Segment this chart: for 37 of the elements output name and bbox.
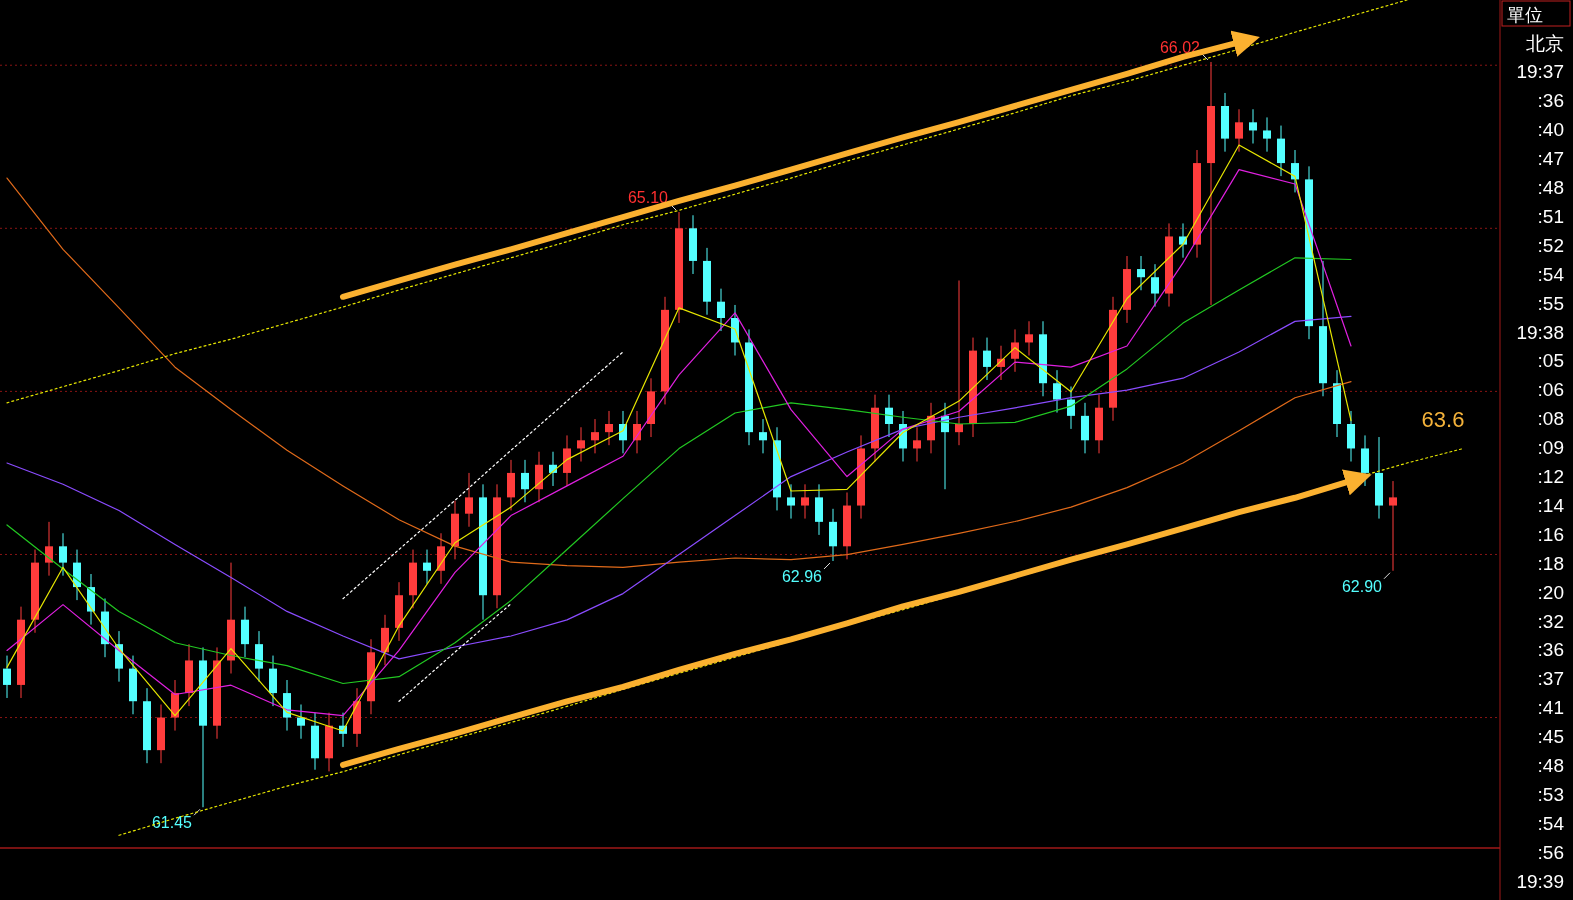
text: :56	[1537, 841, 1564, 863]
text: :48	[1537, 755, 1564, 776]
price-label: 62.96	[781, 562, 831, 585]
text: 19:39	[1516, 870, 1564, 892]
text: :40	[1537, 119, 1564, 141]
text: :18	[1537, 552, 1564, 574]
text: :20	[1537, 581, 1564, 603]
text: 19:37	[1516, 61, 1564, 83]
text: :12	[1537, 466, 1564, 487]
text: 北京	[1526, 32, 1564, 54]
text: :53	[1537, 783, 1564, 805]
text: :52	[1537, 234, 1564, 256]
text: :55	[1537, 292, 1564, 314]
text: :05	[1537, 350, 1564, 372]
text: :45	[1537, 726, 1564, 748]
text: :09	[1537, 437, 1564, 459]
text: :36	[1537, 90, 1564, 112]
price-label: 65.10	[627, 189, 677, 211]
text: :48	[1537, 177, 1564, 198]
text: :32	[1537, 610, 1564, 632]
text: :06	[1537, 379, 1564, 401]
text: :54	[1537, 263, 1565, 285]
text: :36	[1537, 639, 1564, 661]
price-label: 62.90	[1341, 572, 1391, 595]
text: :47	[1537, 148, 1564, 170]
text: :16	[1537, 523, 1564, 545]
text: 單位	[1507, 5, 1543, 25]
text: :08	[1537, 408, 1564, 430]
annotation: 63.6	[1421, 406, 1465, 432]
text: :14	[1537, 494, 1565, 516]
text: :41	[1537, 697, 1564, 719]
price-label: 66.02	[1159, 38, 1209, 61]
text: :37	[1537, 668, 1564, 690]
text: :54	[1537, 812, 1565, 834]
text: 19:38	[1516, 321, 1564, 343]
text: :51	[1537, 205, 1564, 227]
price-label: 61.45	[151, 808, 201, 832]
